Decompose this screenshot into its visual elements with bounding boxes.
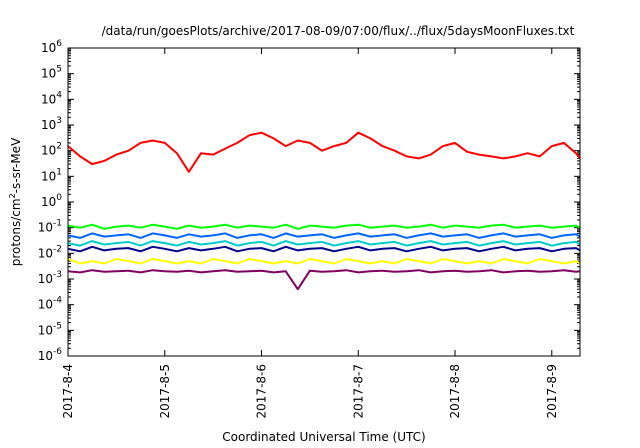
x-tick-label: 2017-8-6: [255, 364, 269, 418]
y-tick-label-base: 10: [41, 169, 56, 183]
y-tick-label: 104: [41, 90, 62, 106]
y-tick-label-exp: 3: [56, 116, 62, 126]
series-layer: [67, 131, 581, 291]
y-tick-label-base: 10: [41, 67, 56, 81]
series-line-4: [67, 240, 581, 247]
y-tick-label-base: 10: [41, 195, 56, 209]
y-tick-label-exp: -3: [53, 270, 62, 280]
y-tick-label: 10-2: [38, 244, 62, 260]
y-tick-label-base: 10: [41, 144, 56, 158]
y-tick-label-exp: 1: [56, 167, 62, 177]
y-axis-label-suffix: -s-sr-MeV: [9, 137, 23, 193]
x-axis: 2017-8-4 2017-8-5 2017-8-6 2017-8-7 2017-8-8…: [61, 48, 559, 418]
y-tick-label-base: 10: [41, 41, 56, 55]
y-tick-label-base: 10: [38, 349, 53, 363]
y-tick-label-exp: -4: [53, 296, 62, 306]
x-tick-label: 2017-8-4: [61, 364, 75, 418]
series-line-5: [67, 245, 581, 253]
y-tick-label-exp: -5: [53, 321, 62, 331]
y-tick-label-exp: -2: [53, 244, 62, 254]
chart-title: /data/run/goesPlots/archive/2017-08-09/0…: [102, 24, 575, 38]
y-tick-label-exp: 4: [56, 90, 62, 100]
y-tick-label: 10-4: [38, 296, 63, 312]
y-axis-label-sup: 2: [8, 193, 17, 198]
y-tick-label-exp: -1: [53, 219, 62, 229]
y-tick-label: 10-1: [38, 219, 62, 235]
y-tick-label-base: 10: [41, 118, 56, 132]
series-line-6: [67, 258, 581, 265]
y-tick-label: 10-3: [38, 270, 62, 286]
y-axis: 10-610-510-410-310-210-11001011021031041…: [38, 39, 580, 363]
x-tick-label: 2017-8-9: [545, 364, 559, 418]
series-line-7: [67, 269, 581, 291]
series-line-1: [67, 131, 581, 173]
y-tick-label-base: 10: [41, 92, 56, 106]
y-tick-label-exp: 6: [56, 39, 62, 49]
y-tick-label-exp: -6: [53, 347, 62, 357]
y-tick-label-exp: 2: [56, 142, 62, 152]
y-axis-label: protons/cm2-s-sr-MeV: [8, 137, 23, 266]
y-tick-label: 10-5: [38, 321, 62, 337]
plot-frame: [67, 47, 581, 357]
series-line-3: [67, 232, 581, 239]
x-tick-label: 2017-8-5: [158, 364, 172, 418]
y-tick-label-exp: 0: [56, 193, 62, 203]
y-tick-label: 105: [41, 65, 62, 81]
y-tick-label-exp: 5: [56, 65, 62, 75]
y-tick-label: 102: [41, 142, 62, 158]
y-axis-label-prefix: protons/cm: [9, 198, 23, 266]
x-tick-label: 2017-8-8: [448, 364, 462, 418]
y-tick-label: 100: [41, 193, 62, 209]
y-tick-label: 106: [41, 39, 62, 55]
y-tick-label: 103: [41, 116, 62, 132]
y-tick-label-base: 10: [38, 221, 53, 235]
y-tick-label-base: 10: [38, 323, 53, 337]
x-axis-label: Coordinated Universal Time (UTC): [222, 430, 425, 444]
y-tick-label-base: 10: [38, 272, 53, 286]
y-tick-label: 10-6: [38, 347, 63, 363]
series-line-2: [67, 223, 581, 230]
y-tick-label-base: 10: [38, 298, 53, 312]
y-tick-label-base: 10: [38, 246, 53, 260]
y-tick-label: 101: [41, 167, 62, 183]
x-tick-label: 2017-8-7: [351, 364, 365, 418]
